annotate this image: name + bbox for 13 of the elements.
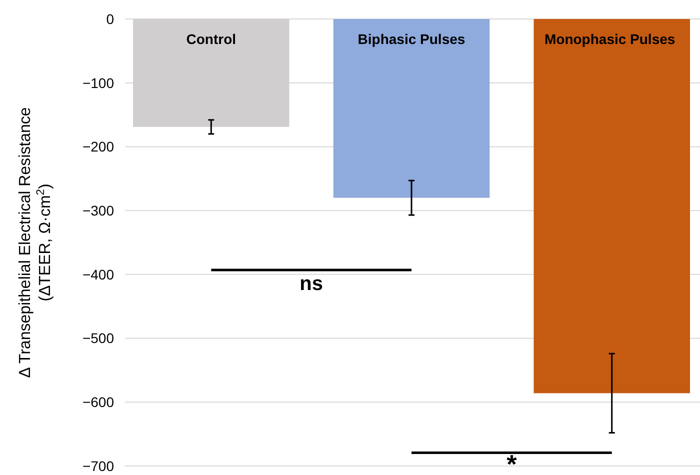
x-tick-label: Monophasic Pulses [544, 31, 676, 47]
annotation: ns [300, 273, 323, 296]
annotation: * [506, 448, 518, 475]
y-tick-label: −700 [82, 458, 114, 474]
y-tick-label: −400 [82, 266, 114, 282]
x-tick-label: Control [186, 31, 236, 47]
y-tick-label: −300 [82, 202, 114, 218]
y-tick-label: −600 [82, 394, 114, 410]
y-tick-label: 0 [106, 10, 114, 27]
y-tick-label: −500 [82, 330, 114, 346]
x-tick-label: Biphasic Pulses [358, 31, 466, 47]
y-tick-label: −200 [82, 138, 114, 155]
y-tick-label: −100 [82, 74, 114, 91]
